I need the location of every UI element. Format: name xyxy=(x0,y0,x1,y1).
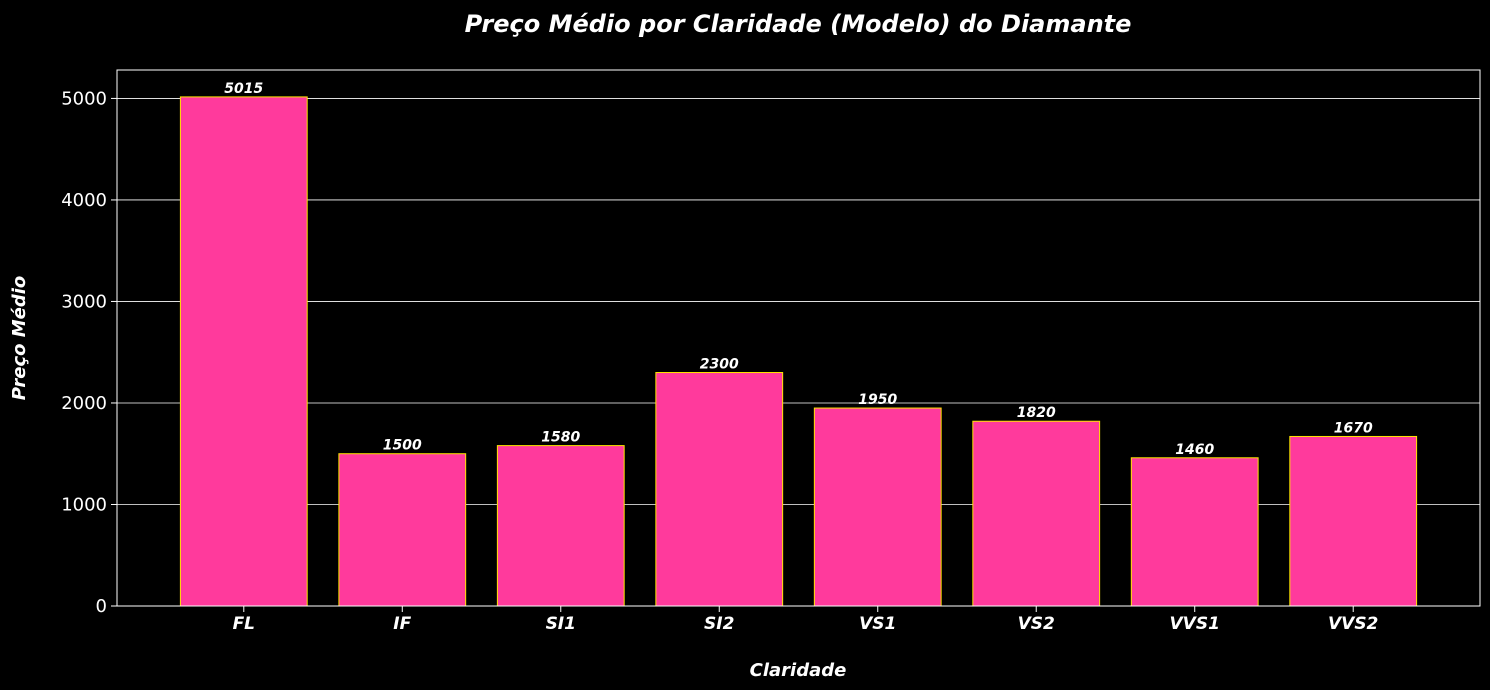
x-ticks: FL IF SI1 SI2 VS1 VS2 VVS1 VVS2 xyxy=(233,606,1379,634)
x-tick-label: VS1 xyxy=(859,614,896,634)
bar-vs2 xyxy=(973,421,1100,606)
y-tick-label: 4000 xyxy=(61,190,107,211)
plot-frame xyxy=(117,70,1480,606)
y-tick-label: 0 xyxy=(96,596,107,617)
bar-si2 xyxy=(656,373,783,606)
bar-vvs2 xyxy=(1290,436,1417,606)
y-tick-label: 2000 xyxy=(61,393,107,414)
x-axis-label: Claridade xyxy=(750,660,847,681)
data-label: 1670 xyxy=(1334,420,1373,436)
data-labels: 5015 1500 1580 2300 1950 1820 1460 1670 xyxy=(224,81,1373,458)
x-tick-label: FL xyxy=(233,614,255,634)
chart-title: Preço Médio por Claridade (Modelo) do Di… xyxy=(465,10,1132,38)
bar-vvs1 xyxy=(1131,458,1258,606)
x-tick-label: SI2 xyxy=(704,614,734,634)
grid-lines xyxy=(117,98,1480,606)
data-label: 2300 xyxy=(700,357,739,373)
data-label: 5015 xyxy=(224,81,263,97)
y-axis-label: Preço Médio xyxy=(9,276,30,401)
bar-si1 xyxy=(497,446,624,606)
bar-fl xyxy=(180,97,307,606)
bars xyxy=(180,97,1416,606)
y-tick-label: 5000 xyxy=(61,88,107,109)
x-tick-label: VVS1 xyxy=(1170,614,1220,634)
x-tick-label: VVS2 xyxy=(1328,614,1378,634)
y-tick-label: 1000 xyxy=(61,494,107,515)
bar-if xyxy=(339,454,466,606)
data-label: 1580 xyxy=(541,430,580,446)
data-label: 1820 xyxy=(1017,405,1056,421)
data-label: 1500 xyxy=(383,438,422,454)
x-tick-label: VS2 xyxy=(1018,614,1055,634)
data-label: 1460 xyxy=(1175,442,1214,458)
y-ticks: 0 1000 2000 3000 4000 5000 xyxy=(61,88,117,617)
y-tick-label: 3000 xyxy=(61,291,107,312)
x-tick-label: IF xyxy=(393,614,411,634)
bar-vs1 xyxy=(814,408,941,606)
data-label: 1950 xyxy=(858,392,897,408)
x-tick-label: SI1 xyxy=(546,614,576,634)
